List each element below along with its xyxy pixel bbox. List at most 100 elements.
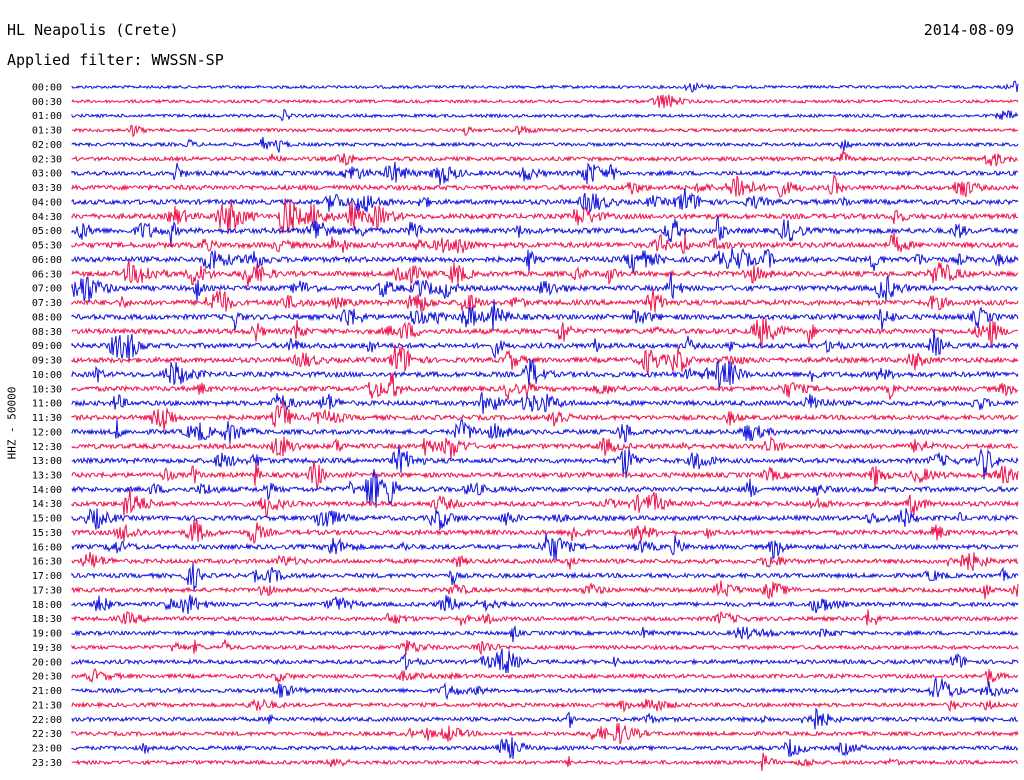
time-tick-label: 06:00 bbox=[32, 255, 62, 266]
time-tick-label: 09:00 bbox=[32, 341, 62, 352]
time-tick-label: 21:00 bbox=[32, 686, 62, 697]
trace-line bbox=[71, 461, 1019, 490]
trace-line bbox=[71, 288, 1019, 314]
time-tick-label: 11:00 bbox=[32, 399, 62, 410]
trace-line bbox=[71, 723, 1019, 745]
trace-line bbox=[71, 445, 1019, 480]
time-tick-label: 00:30 bbox=[32, 97, 62, 108]
trace-line bbox=[71, 400, 1019, 432]
trace-line bbox=[71, 260, 1019, 288]
trace-line bbox=[71, 214, 1019, 247]
time-tick-label: 05:30 bbox=[32, 241, 62, 252]
time-tick-label: 19:30 bbox=[32, 643, 62, 654]
time-tick-label: 15:30 bbox=[32, 528, 62, 539]
time-tick-label: 09:30 bbox=[32, 356, 62, 367]
time-tick-label: 13:00 bbox=[32, 456, 62, 467]
time-tick-label: 03:30 bbox=[32, 183, 62, 194]
time-tick-label: 23:00 bbox=[32, 744, 62, 755]
trace-line bbox=[71, 625, 1019, 643]
time-tick-label: 18:00 bbox=[32, 600, 62, 611]
time-tick-label: 19:00 bbox=[32, 629, 62, 640]
trace-line bbox=[71, 639, 1019, 656]
trace-line bbox=[71, 698, 1019, 714]
trace-line bbox=[71, 707, 1019, 730]
trace-line bbox=[71, 648, 1019, 674]
time-tick-label: 12:00 bbox=[32, 427, 62, 438]
time-tick-label: 04:00 bbox=[32, 197, 62, 208]
trace-line bbox=[71, 488, 1019, 518]
time-tick-label: 08:30 bbox=[32, 327, 62, 338]
time-tick-label: 01:00 bbox=[32, 111, 62, 122]
trace-line bbox=[71, 94, 1019, 109]
trace-line bbox=[71, 80, 1019, 93]
time-tick-label: 05:00 bbox=[32, 226, 62, 237]
time-tick-label: 14:30 bbox=[32, 499, 62, 510]
time-tick-label: 08:00 bbox=[32, 312, 62, 323]
time-tick-label: 10:30 bbox=[32, 384, 62, 395]
station-title: HL Neapolis (Crete) bbox=[7, 21, 179, 39]
time-tick-label: 03:00 bbox=[32, 169, 62, 180]
time-tick-label: 21:30 bbox=[32, 700, 62, 711]
trace-line bbox=[71, 358, 1019, 389]
time-tick-label: 13:30 bbox=[32, 470, 62, 481]
trace-line bbox=[71, 676, 1019, 701]
trace-line bbox=[71, 372, 1019, 401]
trace-line bbox=[71, 232, 1019, 254]
trace-line bbox=[71, 198, 1018, 235]
trace-line bbox=[71, 150, 1019, 167]
time-tick-label: 04:30 bbox=[32, 212, 62, 223]
trace-line bbox=[71, 594, 1019, 614]
time-tick-label: 06:30 bbox=[32, 269, 62, 280]
trace-line bbox=[71, 392, 1019, 415]
filter-label: Applied filter: WWSSN-SP bbox=[7, 51, 224, 69]
time-tick-label: 22:30 bbox=[32, 729, 62, 740]
trace-line bbox=[71, 563, 1019, 591]
trace-line bbox=[71, 247, 1019, 273]
trace-line bbox=[71, 435, 1019, 460]
time-tick-label: 07:00 bbox=[32, 284, 62, 295]
time-tick-label: 15:00 bbox=[32, 514, 62, 525]
time-tick-label: 18:30 bbox=[32, 614, 62, 625]
trace-line bbox=[71, 124, 1018, 138]
time-tick-label: 22:00 bbox=[32, 715, 62, 726]
trace-line bbox=[71, 519, 1019, 544]
trace-line bbox=[71, 417, 1019, 444]
trace-line bbox=[71, 272, 1018, 303]
time-tick-label: 02:00 bbox=[32, 140, 62, 151]
time-tick-label: 14:00 bbox=[32, 485, 62, 496]
date-label: 2014-08-09 bbox=[923, 21, 1014, 39]
trace-line bbox=[71, 187, 1019, 213]
time-tick-label: 20:00 bbox=[32, 657, 62, 668]
time-tick-label: 01:30 bbox=[32, 126, 62, 137]
trace-line bbox=[71, 551, 1019, 571]
time-tick-label: 20:30 bbox=[32, 672, 62, 683]
time-tick-label: 02:30 bbox=[32, 154, 62, 165]
trace-line bbox=[71, 737, 1019, 759]
trace-line bbox=[71, 609, 1019, 626]
time-tick-label: 17:00 bbox=[32, 571, 62, 582]
trace-line bbox=[71, 668, 1019, 685]
trace-line bbox=[71, 533, 1019, 561]
trace-line bbox=[71, 299, 1019, 332]
trace-line bbox=[71, 580, 1019, 600]
trace-line bbox=[71, 752, 1019, 772]
time-tick-label: 12:30 bbox=[32, 442, 62, 453]
time-tick-label: 16:30 bbox=[32, 557, 62, 568]
time-tick-label: 10:00 bbox=[32, 370, 62, 381]
time-tick-label: 11:30 bbox=[32, 413, 62, 424]
trace-line bbox=[71, 507, 1018, 531]
trace-line bbox=[71, 344, 1019, 375]
time-tick-label: 07:30 bbox=[32, 298, 62, 309]
time-tick-label: 16:00 bbox=[32, 542, 62, 553]
trace-line bbox=[71, 173, 1019, 198]
time-tick-label: 00:00 bbox=[32, 83, 62, 94]
trace-line bbox=[71, 108, 1019, 122]
trace-line bbox=[71, 318, 1019, 348]
trace-line bbox=[71, 136, 1019, 153]
trace-line bbox=[71, 328, 1019, 361]
time-tick-label: 23:30 bbox=[32, 758, 62, 769]
time-tick-label: 17:30 bbox=[32, 585, 62, 596]
trace-line bbox=[71, 161, 1019, 186]
trace-line bbox=[71, 469, 1019, 508]
